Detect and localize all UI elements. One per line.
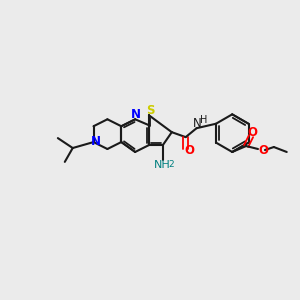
Text: O: O [247, 126, 257, 139]
Text: N: N [131, 108, 141, 121]
Text: S: S [146, 104, 154, 117]
Text: O: O [184, 143, 195, 157]
Text: H: H [200, 115, 207, 125]
Text: N: N [91, 135, 100, 148]
Text: NH: NH [154, 160, 170, 170]
Text: N: N [193, 117, 202, 130]
Text: O: O [258, 145, 268, 158]
Text: 2: 2 [168, 160, 174, 169]
